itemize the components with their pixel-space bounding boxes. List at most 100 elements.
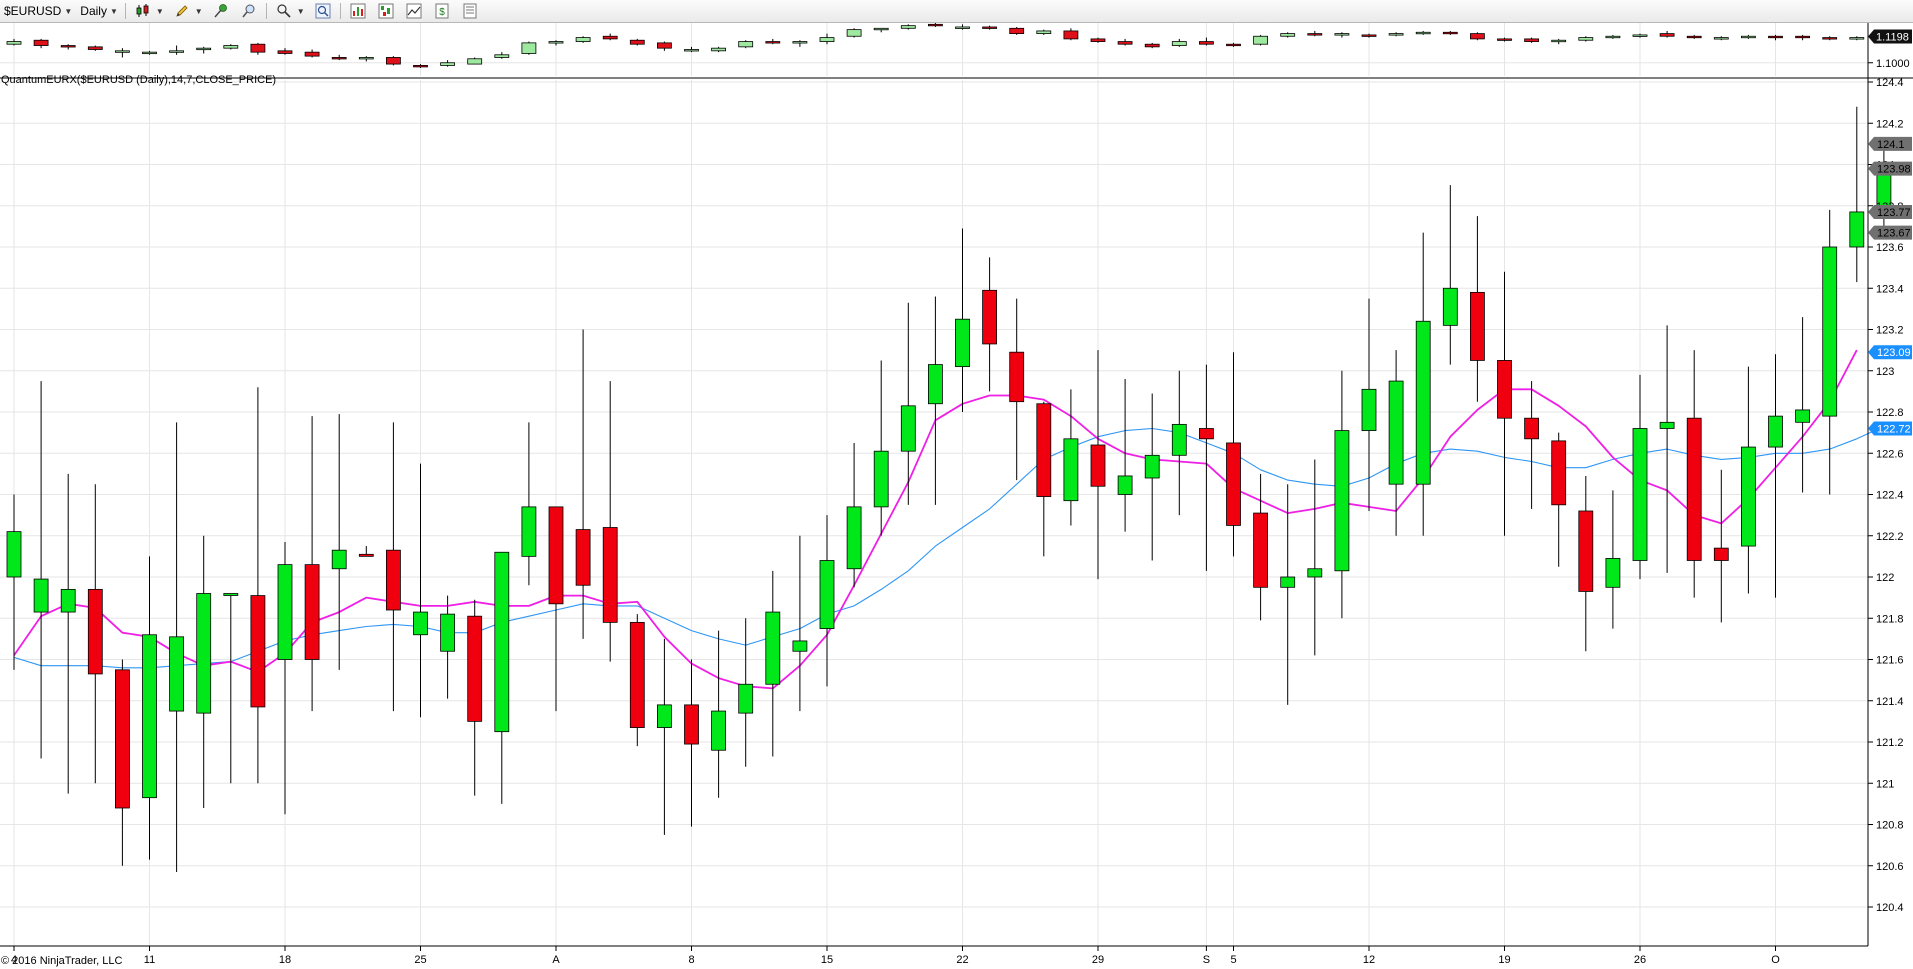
candlestick-style-icon — [136, 4, 149, 17]
y-axis-tick-label: 122.2 — [1876, 531, 1904, 543]
indicator-candle — [1578, 510, 1594, 592]
strategies-icon — [378, 3, 394, 19]
indicator-candle — [1497, 360, 1512, 419]
price-candle — [250, 43, 266, 53]
indicator-candle — [1605, 558, 1621, 588]
data-box-button[interactable]: $ — [428, 1, 456, 21]
y-axis-tick-label: 124.2 — [1876, 118, 1904, 130]
indicator-candle — [1551, 440, 1567, 506]
indicator-candle — [846, 506, 862, 570]
period-selector[interactable]: Daily ▼ — [76, 1, 122, 21]
indicator-candle — [169, 636, 185, 712]
indicator-candle — [1713, 547, 1729, 561]
price-candle — [494, 54, 510, 58]
indicator-candle — [1171, 423, 1187, 456]
period-label: Daily — [80, 4, 107, 18]
indicator-candle — [1334, 430, 1350, 572]
x-axis-tick-label: 11 — [144, 954, 155, 966]
price-marker-label: 122.72 — [1877, 424, 1911, 436]
price-candle — [900, 25, 916, 29]
indicator-candle — [250, 595, 266, 708]
chevron-down-icon: ▼ — [155, 6, 164, 16]
x-axis-tick-label: 12 — [1363, 954, 1375, 966]
x-axis-tick-label: O — [1771, 954, 1780, 966]
price-candle — [60, 45, 76, 48]
price-candle — [711, 47, 726, 52]
drawing-tools-button[interactable]: ▼ — [168, 1, 207, 21]
y-axis-tick-label: 122.4 — [1876, 490, 1904, 502]
strategies-button[interactable] — [372, 1, 400, 21]
indicator-panel — [6, 106, 1892, 872]
price-candle — [1361, 34, 1377, 37]
indicator-candle — [1117, 475, 1133, 495]
y-axis-tick-label: 1.1000 — [1876, 58, 1910, 70]
indicator-candle — [1822, 246, 1838, 417]
price-candle — [115, 50, 130, 53]
indicator-candle — [1036, 403, 1052, 497]
price-candle — [1686, 35, 1702, 39]
price-candle — [6, 41, 22, 45]
price-candle — [1009, 27, 1025, 34]
price-candle — [1063, 30, 1079, 40]
price-candle — [33, 39, 49, 46]
price-marker-label: 123.09 — [1877, 347, 1911, 359]
indicator-candle — [1741, 446, 1756, 547]
price-candle — [1090, 38, 1106, 42]
indicator-candle — [1659, 421, 1675, 429]
price-marker — [1868, 421, 1912, 436]
y-axis-tick-label: 123 — [1876, 366, 1894, 378]
chart-template-button[interactable] — [456, 1, 484, 21]
price-marker-label: 123.77 — [1877, 207, 1911, 219]
zoom-button[interactable] — [309, 1, 337, 21]
toolbar-divider — [265, 3, 267, 19]
price-candle — [277, 50, 293, 54]
indicators-button[interactable] — [344, 1, 372, 21]
grid-lines — [0, 23, 1868, 946]
price-candle — [548, 41, 564, 44]
indicator-candle — [1795, 409, 1810, 423]
indicator-candle — [1307, 568, 1323, 578]
indicator-candle — [223, 593, 239, 596]
pin-button[interactable] — [207, 1, 235, 21]
chevron-down-icon: ▼ — [109, 6, 118, 16]
price-candle — [928, 23, 943, 27]
price-candle — [196, 47, 212, 51]
chart-area[interactable]: 120.4 120.6 120.8 121 121.2 121.4 121.6 121.8 12… — [0, 23, 1913, 969]
y-axis-tick-label: 122 — [1876, 572, 1894, 584]
instrument-selector[interactable]: $EURUSD ▼ — [0, 1, 76, 21]
instrument-label: $EURUSD — [4, 4, 62, 18]
indicator-candle — [765, 611, 781, 685]
price-candle — [1334, 33, 1350, 36]
chevron-down-icon: ▼ — [194, 6, 203, 16]
price-candle — [358, 57, 374, 60]
indicator-candle — [738, 683, 754, 714]
indicator-candle — [629, 621, 645, 728]
y-axis-tick-label: 123.6 — [1876, 242, 1904, 254]
svg-text:$: $ — [439, 7, 445, 18]
price-candle — [413, 65, 428, 68]
indicator-candle — [33, 578, 49, 613]
price-candle — [169, 50, 185, 53]
indicator-candle — [1849, 211, 1865, 248]
toolbar-divider — [339, 3, 341, 19]
price-candle — [575, 37, 591, 42]
x-axis-tick-label: A — [552, 954, 560, 966]
indicator-candle — [1009, 351, 1025, 403]
indicator-candle — [304, 564, 320, 660]
chart-properties-button[interactable] — [400, 1, 428, 21]
price-candle — [1713, 37, 1729, 40]
price-candle — [1795, 35, 1810, 39]
price-marker — [1868, 136, 1912, 151]
indicator-candle — [1388, 380, 1404, 485]
price-candle — [1605, 35, 1621, 39]
price-candle — [982, 26, 997, 29]
price-candle — [467, 58, 483, 65]
snap-button[interactable] — [235, 1, 263, 21]
price-candle — [223, 45, 239, 49]
indicator-candle — [1768, 415, 1783, 448]
chart-toolbar: $EURUSD ▼ Daily ▼ ▼ ▼ — [0, 0, 1913, 23]
chart-style-button[interactable]: ▼ — [129, 1, 168, 21]
price-candle — [738, 41, 754, 48]
x-axis-tick-label: 8 — [688, 954, 694, 966]
cursor-button[interactable]: ▼ — [270, 1, 309, 21]
